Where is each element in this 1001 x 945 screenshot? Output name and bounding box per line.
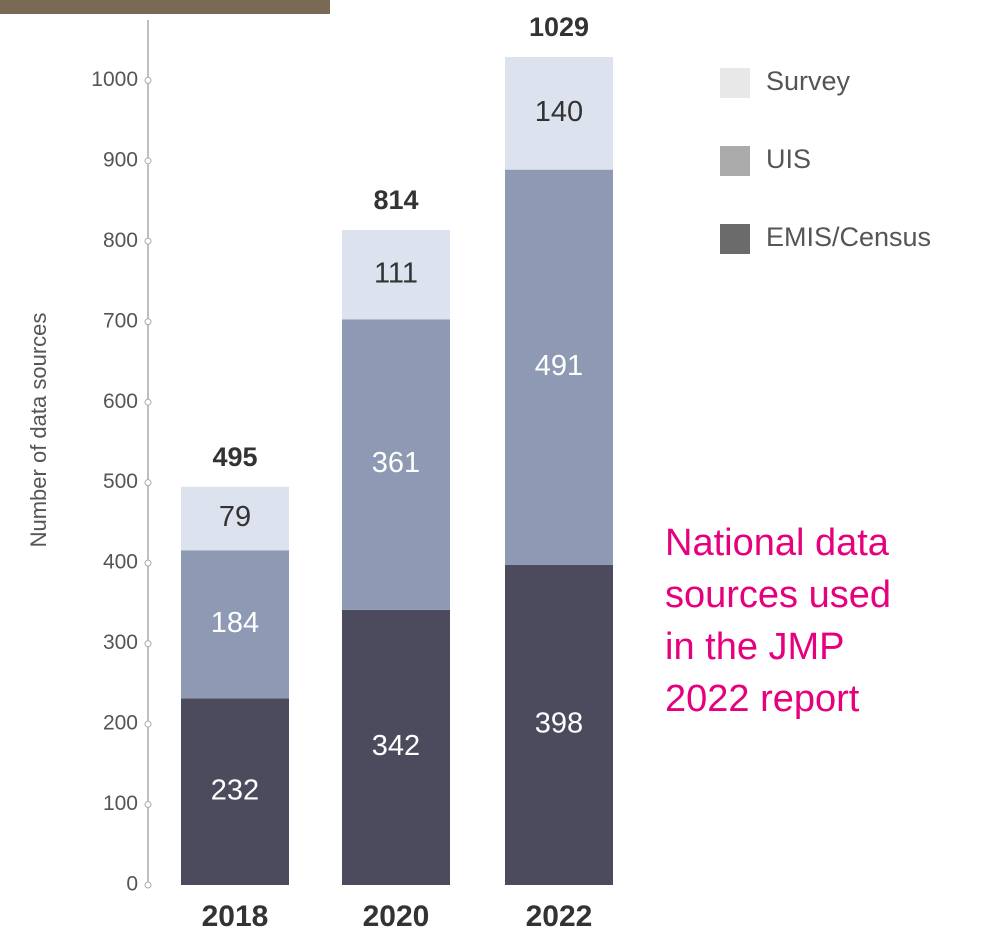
legend-swatch xyxy=(720,224,750,254)
value-label: 111 xyxy=(374,257,418,289)
y-tick-label: 700 xyxy=(103,309,138,332)
y-tick xyxy=(145,238,151,244)
value-label: 398 xyxy=(535,708,583,740)
photo-fragment xyxy=(0,0,330,14)
value-label: 491 xyxy=(535,350,583,382)
y-tick-label: 400 xyxy=(103,551,138,574)
legend-swatch xyxy=(720,146,750,176)
value-label: 232 xyxy=(211,774,259,806)
value-label: 184 xyxy=(211,607,259,639)
y-axis-label: Number of data sources xyxy=(26,313,51,548)
y-tick xyxy=(145,480,151,486)
annotation: National data xyxy=(665,522,890,564)
legend-swatch xyxy=(720,68,750,98)
y-tick-label: 0 xyxy=(126,873,138,896)
y-tick xyxy=(145,641,151,647)
y-tick-label: 300 xyxy=(103,631,138,654)
y-tick-label: 600 xyxy=(103,390,138,413)
y-tick-label: 500 xyxy=(103,470,138,493)
annotation: in the JMP xyxy=(665,626,845,668)
y-tick xyxy=(145,158,151,164)
chart: Number of data sources 0 100 200 300 400 500 6… xyxy=(0,0,1001,945)
x-tick-label: 2020 xyxy=(363,900,430,933)
y-tick-label: 900 xyxy=(103,148,138,171)
total-label: 814 xyxy=(373,185,418,215)
legend-label: EMIS/Census xyxy=(766,222,931,252)
y-tick-label: 1000 xyxy=(91,68,138,91)
value-label: 361 xyxy=(372,447,420,479)
total-label: 495 xyxy=(212,442,257,472)
value-label: 342 xyxy=(372,730,420,762)
y-tick xyxy=(145,399,151,405)
y-tick xyxy=(145,882,151,888)
legend-label: Survey xyxy=(766,66,851,96)
y-tick-label: 800 xyxy=(103,229,138,252)
x-tick-label: 2022 xyxy=(526,900,593,933)
value-label: 140 xyxy=(535,96,583,128)
value-label: 79 xyxy=(219,501,251,533)
annotation: 2022 report xyxy=(665,678,860,720)
y-tick-label: 200 xyxy=(103,712,138,735)
y-tick xyxy=(145,77,151,83)
total-label: 1029 xyxy=(529,12,589,42)
y-tick xyxy=(145,319,151,325)
annotation: sources used xyxy=(665,574,891,616)
y-tick xyxy=(145,721,151,727)
x-tick-label: 2018 xyxy=(202,900,269,933)
y-tick xyxy=(145,560,151,566)
y-tick-label: 100 xyxy=(103,792,138,815)
legend-label: UIS xyxy=(766,144,811,174)
y-tick xyxy=(145,802,151,808)
